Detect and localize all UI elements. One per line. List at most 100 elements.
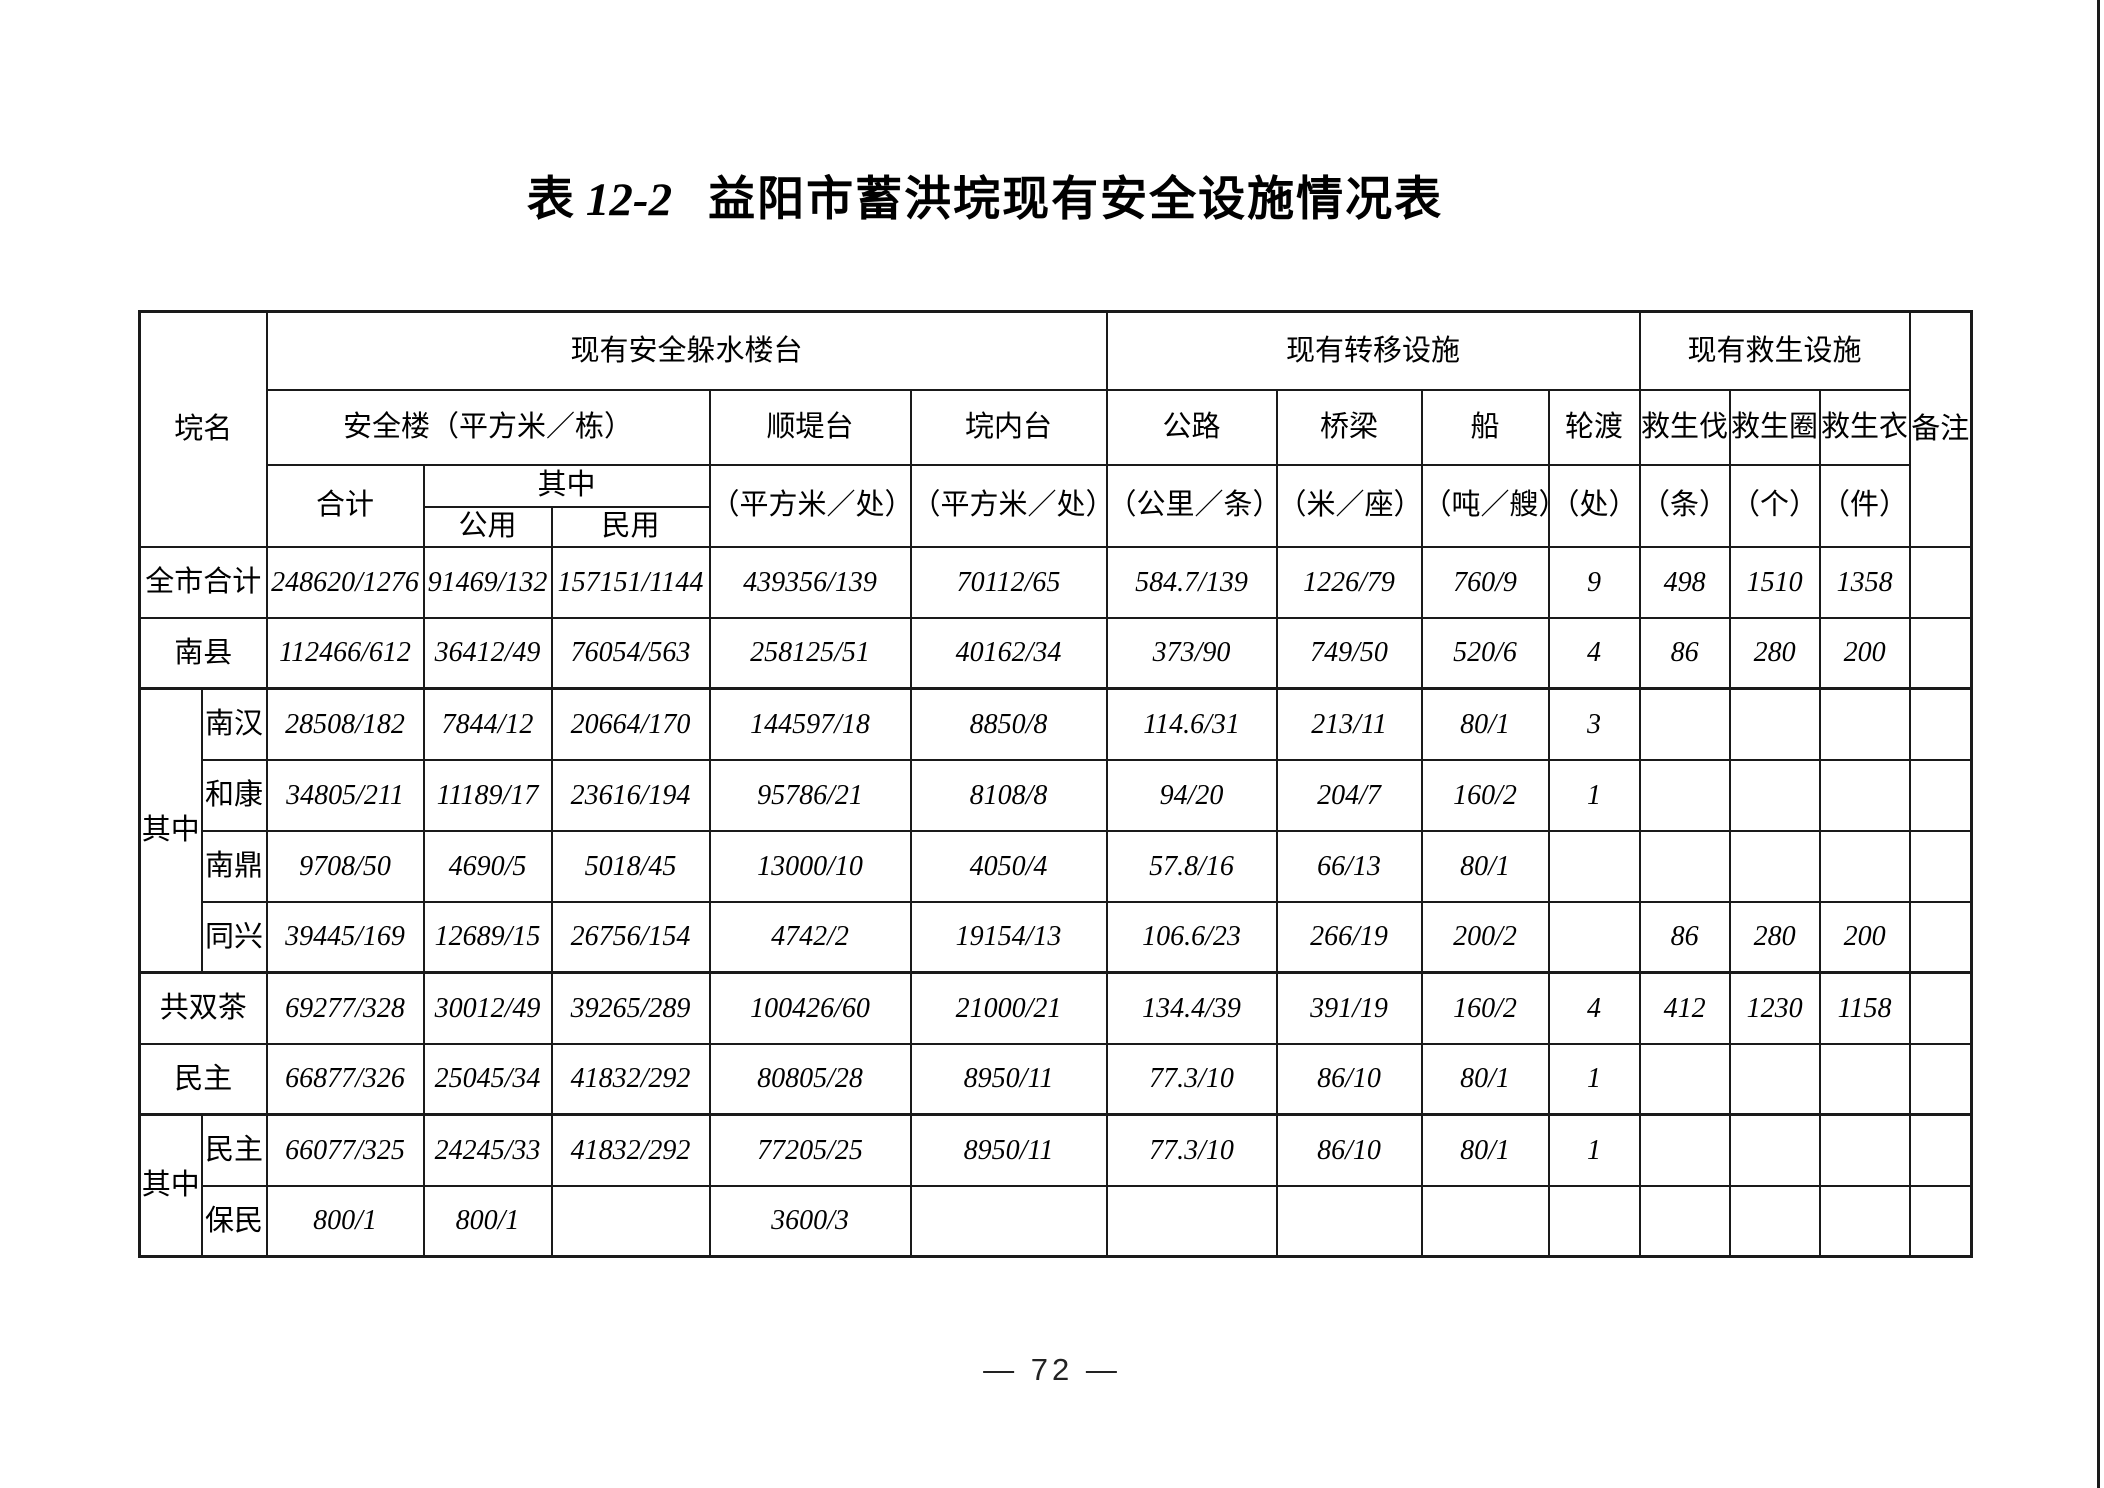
cell bbox=[1728, 1113, 1821, 1187]
cell: 66877/326 bbox=[265, 1042, 425, 1116]
cell bbox=[1420, 1184, 1550, 1258]
row-label: 南汉 bbox=[200, 687, 268, 761]
cell: 280 bbox=[1728, 616, 1821, 690]
table-row-baomin: 保民 800/1 800/1 3600/3 bbox=[140, 1184, 1973, 1258]
cell: 134.4/39 bbox=[1105, 971, 1278, 1045]
cell: 280 bbox=[1728, 900, 1821, 974]
cell: 144597/18 bbox=[708, 687, 912, 761]
header-unit-life-vest: （件） bbox=[1818, 463, 1911, 548]
cell: 12689/15 bbox=[422, 900, 553, 974]
header-yuanneitai: 垸内台 bbox=[909, 388, 1108, 466]
cell: 86/10 bbox=[1275, 1042, 1423, 1116]
cell bbox=[1818, 1113, 1911, 1187]
cell: 41832/292 bbox=[550, 1113, 711, 1187]
scan-edge-line bbox=[2097, 0, 2100, 1488]
cell: 800/1 bbox=[422, 1184, 553, 1258]
cell: 39445/169 bbox=[265, 900, 425, 974]
cell bbox=[1818, 829, 1911, 903]
cell: 800/1 bbox=[265, 1184, 425, 1258]
header-unit-shunditai: （平方米／处） bbox=[708, 463, 912, 548]
cell: 266/19 bbox=[1275, 900, 1423, 974]
row-label: 南县 bbox=[138, 616, 268, 690]
cell: 9 bbox=[1547, 545, 1641, 619]
title-prefix: 表 bbox=[526, 174, 576, 226]
cell: 19154/13 bbox=[909, 900, 1108, 974]
cell: 412 bbox=[1638, 971, 1731, 1045]
cell: 20664/170 bbox=[550, 687, 711, 761]
cell: 1 bbox=[1547, 1042, 1641, 1116]
header-bridge: 桥梁 bbox=[1275, 388, 1423, 466]
cell: 160/2 bbox=[1420, 758, 1550, 832]
cell: 24245/33 bbox=[422, 1113, 553, 1187]
header-yuan-name: 垸名 bbox=[138, 310, 268, 548]
cell: 41832/292 bbox=[550, 1042, 711, 1116]
table-row-minzhu: 民主 66877/326 25045/34 41832/292 80805/28… bbox=[138, 1042, 1973, 1116]
header-public: 公用 bbox=[422, 505, 553, 548]
cell: 4 bbox=[1547, 971, 1641, 1045]
header-shunditai: 顺堤台 bbox=[708, 388, 912, 466]
cell bbox=[1547, 1184, 1641, 1258]
cell bbox=[550, 1184, 711, 1258]
table-title: 表 12-2 益阳市蓄洪垸现有安全设施情况表 bbox=[0, 160, 1970, 229]
cell bbox=[1818, 1042, 1911, 1116]
header-row-groups: 垸名 现有安全躲水楼台 现有转移设施 现有救生设施 备注 bbox=[138, 310, 1973, 548]
header-unit-life-raft: （条） bbox=[1638, 463, 1731, 548]
cell: 106.6/23 bbox=[1105, 900, 1278, 974]
cell: 30012/49 bbox=[422, 971, 553, 1045]
cell: 1 bbox=[1547, 758, 1641, 832]
row-label: 民主 bbox=[200, 1113, 268, 1187]
cell: 77.3/10 bbox=[1105, 1042, 1278, 1116]
row-label: 全市合计 bbox=[138, 545, 268, 619]
group-label: 其中 bbox=[138, 1113, 203, 1258]
cell-empty bbox=[1908, 971, 1973, 1045]
cell: 21000/21 bbox=[909, 971, 1108, 1045]
cell: 584.7/139 bbox=[1105, 545, 1278, 619]
cell: 1226/79 bbox=[1275, 545, 1423, 619]
cell bbox=[1638, 1184, 1731, 1258]
header-unit-life-ring: （个） bbox=[1728, 463, 1821, 548]
cell: 34805/211 bbox=[265, 758, 425, 832]
header-remark: 备注 bbox=[1908, 310, 1973, 548]
cell bbox=[1728, 1184, 1821, 1258]
cell-empty bbox=[1908, 1184, 1973, 1258]
page-number: — 72 — bbox=[983, 1352, 1121, 1387]
cell: 11189/17 bbox=[422, 758, 553, 832]
cell: 25045/34 bbox=[422, 1042, 553, 1116]
header-row-columns: 安全楼（平方米／栋） 顺堤台 垸内台 公路 桥梁 船 轮渡 救生伐 救生圈 救生… bbox=[140, 388, 1972, 466]
cell-empty bbox=[1908, 687, 1973, 761]
cell bbox=[1275, 1184, 1423, 1258]
cell: 248620/1276 bbox=[265, 545, 425, 619]
cell bbox=[1818, 1184, 1911, 1258]
cell: 77205/25 bbox=[708, 1113, 912, 1187]
cell: 1158 bbox=[1818, 971, 1911, 1045]
cell bbox=[909, 1184, 1108, 1258]
header-highway: 公路 bbox=[1105, 388, 1278, 466]
cell bbox=[1728, 687, 1821, 761]
cell: 91469/132 bbox=[422, 545, 553, 619]
cell: 23616/194 bbox=[550, 758, 711, 832]
cell: 1358 bbox=[1818, 545, 1911, 619]
cell: 8850/8 bbox=[909, 687, 1108, 761]
cell: 26756/154 bbox=[550, 900, 711, 974]
cell-empty bbox=[1908, 900, 1973, 974]
cell: 28508/182 bbox=[265, 687, 425, 761]
header-life-vest: 救生衣 bbox=[1818, 388, 1911, 466]
row-label: 南鼎 bbox=[200, 829, 268, 903]
cell: 760/9 bbox=[1420, 545, 1550, 619]
cell: 86/10 bbox=[1275, 1113, 1423, 1187]
cell: 69277/328 bbox=[265, 971, 425, 1045]
header-unit-highway: （公里／条） bbox=[1105, 463, 1278, 548]
cell-empty bbox=[1908, 1042, 1973, 1116]
table-row-nanhan: 其中 南汉 28508/182 7844/12 20664/170 144597… bbox=[138, 687, 1973, 974]
header-life-ring: 救生圈 bbox=[1728, 388, 1821, 466]
header-civil: 民用 bbox=[550, 505, 711, 548]
cell: 213/11 bbox=[1275, 687, 1423, 761]
cell bbox=[1638, 1113, 1731, 1187]
safety-facilities-table: 垸名 现有安全躲水楼台 现有转移设施 现有救生设施 备注 安全楼（平方米／栋） … bbox=[138, 310, 1974, 1258]
header-group-rescue: 现有救生设施 bbox=[1638, 310, 1911, 391]
header-unit-yuanneitai: （平方米／处） bbox=[909, 463, 1108, 548]
table-row-gongshuangcha: 共双茶 69277/328 30012/49 39265/289 100426/… bbox=[138, 971, 1973, 1045]
cell: 86 bbox=[1638, 616, 1731, 690]
cell-empty bbox=[1908, 758, 1973, 832]
title-number: 12-2 bbox=[585, 174, 673, 226]
